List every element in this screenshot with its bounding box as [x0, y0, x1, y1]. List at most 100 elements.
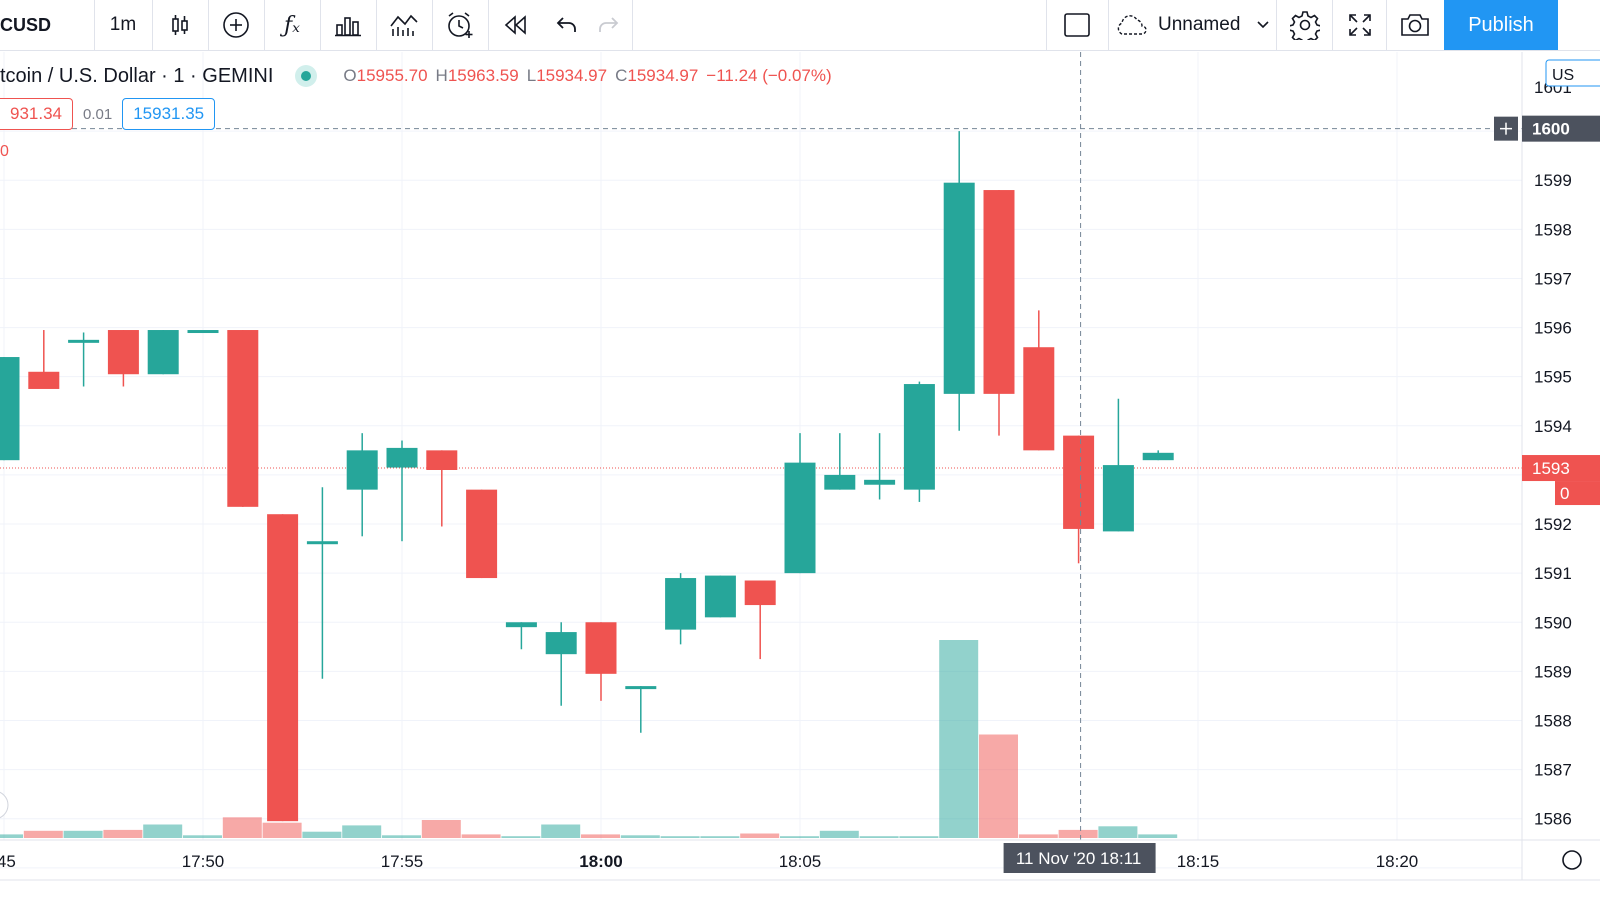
candle-body [545, 632, 577, 655]
templates-button[interactable] [322, 0, 374, 50]
ohlc-close: C15934.97 [615, 66, 699, 85]
candles-icon [172, 15, 188, 35]
candle-body [744, 580, 776, 606]
volume-bar [700, 836, 740, 838]
price-tick-label: 1590 [1534, 613, 1572, 632]
toolbar-divider [264, 0, 265, 50]
candle-body [267, 514, 299, 822]
price-tick-label: 1586 [1534, 810, 1572, 829]
price-tick-label: 1597 [1534, 269, 1572, 288]
volume-bar [939, 640, 979, 838]
candle-body [107, 330, 139, 375]
publish-button[interactable]: Publish [1444, 0, 1558, 50]
compare-button[interactable] [378, 0, 430, 50]
price-tick-label: 1594 [1534, 417, 1572, 436]
time-tick-label: 18:05 [779, 852, 822, 871]
publish-label: Publish [1468, 13, 1534, 36]
volume-bar [143, 824, 183, 838]
candle-body [784, 462, 816, 574]
toolbar-divider [1108, 0, 1109, 50]
add-indicator-button[interactable] [210, 0, 262, 50]
candle-body [943, 182, 975, 394]
chart-type-button[interactable] [154, 0, 206, 50]
toolbar-divider [1046, 0, 1047, 50]
volume-bar [103, 829, 143, 838]
candle-body [1023, 347, 1055, 451]
snapshot-button[interactable] [1388, 0, 1442, 50]
ohlc-low: L15934.97 [526, 66, 608, 85]
crosshair-price-label: 1600 [1532, 120, 1570, 139]
volume-bar [819, 830, 859, 838]
time-tick-label: :45 [0, 852, 16, 871]
toolbar-divider [152, 0, 153, 50]
volume-bar [660, 836, 700, 838]
volume-bar [342, 825, 382, 838]
crosshair-price-badge [1522, 115, 1600, 142]
chart-legend: tcoin / U.S. Dollar · 1 · GEMINI O15955.… [0, 62, 832, 90]
volume-bar [859, 836, 899, 838]
replay-button[interactable] [490, 0, 542, 50]
toolbar-divider [432, 0, 433, 50]
undo-button[interactable] [544, 0, 590, 50]
redo-button[interactable] [588, 0, 628, 50]
volume-bar [63, 830, 103, 838]
candle-body [386, 447, 418, 468]
templates-icon [335, 17, 361, 37]
indicators-add-icon [223, 12, 249, 38]
time-tick-label: 18:15 [1177, 852, 1220, 871]
price-tick-label: 1591 [1534, 564, 1572, 583]
symbol-search-button[interactable]: CUSD [0, 0, 92, 50]
candle-body [983, 190, 1015, 394]
candle-body [147, 330, 179, 375]
volume-bar [461, 834, 501, 838]
scroll-left-icon [0, 791, 9, 819]
price-tick-label: 1592 [1534, 515, 1572, 534]
last-price-badge [1522, 455, 1600, 482]
candle-body [426, 450, 458, 470]
fullscreen-button[interactable] [1334, 0, 1386, 50]
countdown-badge [1555, 481, 1600, 506]
volume-bar [1138, 834, 1178, 838]
trading-panel: 931.34 0.01 15931.35 [0, 97, 216, 131]
indicators-button[interactable]: ƒₓ [266, 0, 318, 50]
symbol-title: tcoin / U.S. Dollar · 1 · GEMINI [0, 64, 274, 87]
candle-body [68, 339, 100, 343]
buy-button[interactable]: 15931.35 [122, 98, 216, 130]
fx-icon: ƒₓ [284, 12, 300, 38]
price-axis [1522, 52, 1600, 840]
candle-body [1063, 435, 1095, 529]
price-tick-label: 1598 [1534, 220, 1572, 239]
interval-label: 1m [109, 14, 137, 35]
sell-button[interactable]: 931.34 [0, 98, 73, 130]
alert-button[interactable] [434, 0, 486, 50]
alert-icon [448, 12, 473, 38]
settings-button[interactable] [1278, 0, 1332, 50]
last-price-label: 1593 [1532, 459, 1570, 478]
volume-bar [1058, 829, 1098, 838]
volume-bar [421, 820, 461, 838]
chevron-down-icon [1257, 21, 1269, 29]
time-tick-label: 18:20 [1376, 852, 1419, 871]
redo-icon [599, 17, 619, 32]
candle-body [625, 686, 657, 690]
toolbar-divider [488, 0, 489, 50]
ohlc-change: −11.24 (−0.07%) [706, 66, 832, 85]
select-layout-button[interactable] [1048, 0, 1106, 50]
interval-button[interactable]: 1m [96, 0, 150, 50]
candle-body [1142, 452, 1174, 461]
candle-body [346, 450, 378, 490]
price-tick-label: 1595 [1534, 368, 1572, 387]
volume-bar [581, 834, 620, 838]
layout-menu-button[interactable]: Unnamed [1110, 0, 1276, 50]
candle-body [505, 622, 537, 628]
candle-body [824, 474, 856, 490]
crosshair-time-badge [1003, 843, 1156, 873]
countdown-label: 0 [1560, 484, 1569, 503]
currency-button-frame [1545, 59, 1600, 87]
volume-bar [979, 734, 1018, 838]
volume-bar [620, 835, 660, 838]
toolbar-divider [320, 0, 321, 50]
volume-bar [899, 836, 939, 838]
cloud-icon [1117, 15, 1147, 35]
